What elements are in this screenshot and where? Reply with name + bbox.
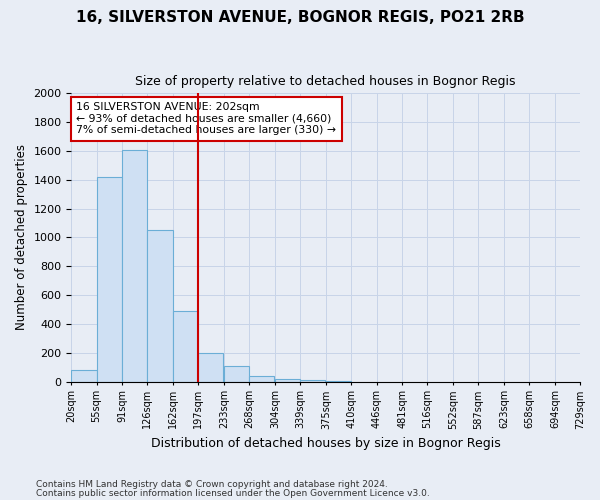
Bar — [224, 366, 250, 382]
Bar — [97, 177, 122, 382]
Bar — [199, 352, 223, 382]
Bar — [326, 381, 351, 382]
Text: Contains public sector information licensed under the Open Government Licence v3: Contains public sector information licen… — [36, 488, 430, 498]
Text: Contains HM Land Registry data © Crown copyright and database right 2024.: Contains HM Land Registry data © Crown c… — [36, 480, 388, 489]
Bar — [71, 370, 97, 382]
Bar — [148, 230, 173, 382]
Title: Size of property relative to detached houses in Bognor Regis: Size of property relative to detached ho… — [136, 75, 516, 88]
Text: 16 SILVERSTON AVENUE: 202sqm
← 93% of detached houses are smaller (4,660)
7% of : 16 SILVERSTON AVENUE: 202sqm ← 93% of de… — [76, 102, 337, 135]
Y-axis label: Number of detached properties: Number of detached properties — [15, 144, 28, 330]
Bar — [122, 150, 148, 382]
Bar — [173, 311, 199, 382]
Bar — [275, 378, 300, 382]
Text: 16, SILVERSTON AVENUE, BOGNOR REGIS, PO21 2RB: 16, SILVERSTON AVENUE, BOGNOR REGIS, PO2… — [76, 10, 524, 25]
Bar — [250, 376, 274, 382]
X-axis label: Distribution of detached houses by size in Bognor Regis: Distribution of detached houses by size … — [151, 437, 500, 450]
Bar — [300, 380, 325, 382]
